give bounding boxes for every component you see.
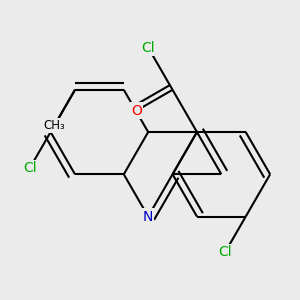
Text: O: O [131, 103, 142, 118]
Text: CH₃: CH₃ [44, 119, 65, 132]
Text: N: N [143, 209, 153, 224]
Text: Cl: Cl [23, 161, 37, 175]
Text: Cl: Cl [141, 40, 155, 55]
Text: Cl: Cl [218, 245, 232, 260]
